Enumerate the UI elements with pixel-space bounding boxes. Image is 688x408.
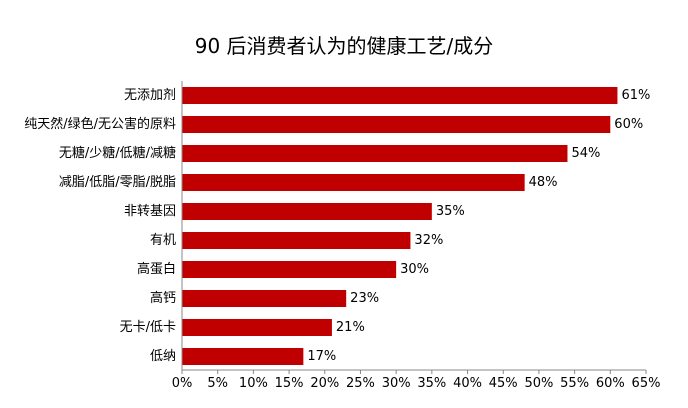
x-tick-label: 40% xyxy=(453,376,482,391)
bars-layer xyxy=(182,87,618,365)
category-labels: 无添加剂纯天然/绿色/无公害的原料无糖/少糖/低糖/减糖减脂/低脂/零脂/脱脂非… xyxy=(24,88,176,364)
bar xyxy=(182,174,525,191)
bar xyxy=(182,232,411,249)
category-label: 无添加剂 xyxy=(124,88,176,103)
category-label: 无卡/低卡 xyxy=(120,320,176,335)
value-label: 30% xyxy=(400,262,429,277)
x-tick-label: 35% xyxy=(417,376,446,391)
value-label: 23% xyxy=(350,291,379,306)
category-label: 高钙 xyxy=(150,290,176,306)
value-label: 21% xyxy=(336,320,365,335)
x-tick-label: 45% xyxy=(489,376,518,391)
x-tick-label: 65% xyxy=(632,376,661,391)
category-label: 减脂/低脂/零脂/脱脂 xyxy=(59,175,176,190)
value-label: 48% xyxy=(529,175,558,190)
category-label: 低纳 xyxy=(150,349,176,364)
category-label: 有机 xyxy=(150,233,176,248)
bar xyxy=(182,203,432,220)
category-label: 高蛋白 xyxy=(137,261,176,277)
x-tick-label: 50% xyxy=(524,376,553,391)
category-label: 无糖/少糖/低糖/减糖 xyxy=(59,145,176,161)
chart-title: 90 后消费者认为的健康工艺/成分 xyxy=(194,34,494,58)
bar xyxy=(182,290,347,307)
x-tick-label: 20% xyxy=(310,376,339,391)
x-tick-label: 30% xyxy=(382,376,411,391)
x-tick-labels: 0% 5% 10% 15% 20% 25% 30% 35% 40% 45% 50% 55% 60% 65% xyxy=(172,370,661,391)
x-tick-label: 60% xyxy=(596,376,625,391)
value-label: 60% xyxy=(614,117,643,132)
category-label: 非转基因 xyxy=(124,204,176,219)
x-tick-label: 0% xyxy=(172,376,193,391)
value-label: 17% xyxy=(307,349,336,364)
bar xyxy=(182,319,332,336)
category-label: 纯天然/绿色/无公害的原料 xyxy=(24,116,176,132)
bar xyxy=(182,87,618,104)
value-label: 54% xyxy=(571,146,600,161)
x-tick-label: 5% xyxy=(207,376,228,391)
x-tick-label: 25% xyxy=(346,376,375,391)
bar xyxy=(182,348,304,365)
x-tick-label: 55% xyxy=(560,376,589,391)
value-labels: 61% 60% 54% 48% 35% 32% 30% 23% 21%17% xyxy=(307,88,650,364)
x-tick-label: 10% xyxy=(239,376,268,391)
value-label: 32% xyxy=(414,233,443,248)
bar xyxy=(182,145,568,162)
value-label: 35% xyxy=(436,204,465,219)
value-label: 61% xyxy=(621,88,650,103)
bar xyxy=(182,261,397,278)
x-tick-label: 15% xyxy=(275,376,304,391)
bar xyxy=(182,116,611,133)
